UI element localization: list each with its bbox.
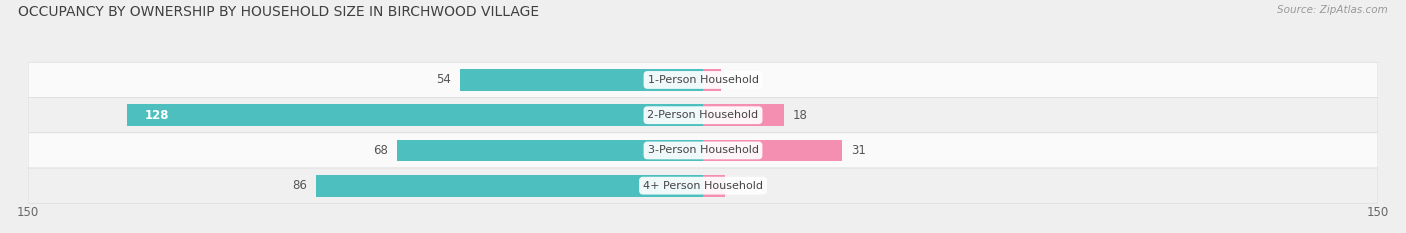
Bar: [127, 104, 703, 126]
Text: 2-Person Household: 2-Person Household: [647, 110, 759, 120]
FancyBboxPatch shape: [28, 168, 1378, 203]
Text: 5: 5: [734, 179, 742, 192]
Bar: [703, 140, 842, 161]
Text: 4+ Person Household: 4+ Person Household: [643, 181, 763, 191]
FancyBboxPatch shape: [28, 98, 1378, 133]
Text: 3-Person Household: 3-Person Household: [648, 145, 758, 155]
Text: 68: 68: [373, 144, 388, 157]
Bar: [460, 69, 703, 91]
Bar: [703, 69, 721, 91]
Text: OCCUPANCY BY OWNERSHIP BY HOUSEHOLD SIZE IN BIRCHWOOD VILLAGE: OCCUPANCY BY OWNERSHIP BY HOUSEHOLD SIZE…: [18, 5, 540, 19]
Text: Source: ZipAtlas.com: Source: ZipAtlas.com: [1277, 5, 1388, 15]
Bar: [396, 140, 703, 161]
Bar: [703, 104, 785, 126]
Text: 31: 31: [852, 144, 866, 157]
FancyBboxPatch shape: [28, 133, 1378, 168]
Text: 54: 54: [436, 73, 451, 86]
FancyBboxPatch shape: [28, 62, 1378, 98]
Text: 4: 4: [730, 73, 738, 86]
Text: 86: 86: [292, 179, 307, 192]
Text: 1-Person Household: 1-Person Household: [648, 75, 758, 85]
Bar: [703, 175, 725, 197]
Text: 128: 128: [145, 109, 170, 122]
Bar: [316, 175, 703, 197]
Text: 18: 18: [793, 109, 808, 122]
